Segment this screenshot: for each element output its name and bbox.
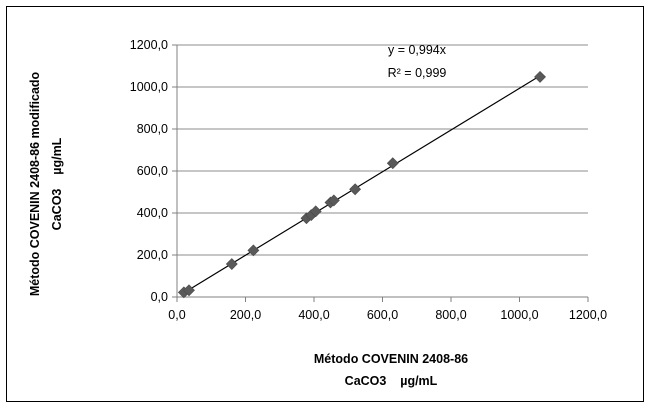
trendline-group	[183, 75, 541, 294]
x-tick-label: 200,0	[230, 308, 261, 322]
x-tick-label: 800,0	[435, 308, 466, 322]
data-point-marker	[309, 205, 322, 218]
chart-frame: 0,0 200,0 400,0 600,0 800,0 1000,0 1200,0 0,0 2…	[6, 6, 644, 402]
r-squared-label: R² = 0,999	[388, 66, 447, 80]
x-axis-title-line2: CaCO3 µg/mL	[345, 374, 438, 388]
data-point-marker	[183, 284, 195, 297]
y-tick-label: 400,0	[137, 206, 168, 220]
x-tick-label: 0,0	[168, 308, 185, 322]
equation-label: y = 0,994x	[388, 43, 447, 57]
y-axis-title-line2: CaCO3 µg/mL	[50, 137, 64, 230]
x-tick-label: 1000,0	[500, 308, 538, 322]
x-tick-label: 600,0	[367, 308, 398, 322]
trendline	[183, 75, 541, 294]
y-tick-label: 1200,0	[130, 38, 168, 52]
x-axis-title-line1: Método COVENIN 2408-86	[314, 352, 468, 366]
y-tick-label: 1000,0	[130, 80, 168, 94]
data-point-marker	[247, 244, 260, 257]
y-tick-labels: 0,0 200,0 400,0 600,0 800,0 1000,0 1200,0	[130, 38, 168, 304]
scatter-chart: 0,0 200,0 400,0 600,0 800,0 1000,0 1200,0 0,0 2…	[28, 38, 607, 388]
axes	[172, 44, 589, 302]
y-tick-label: 800,0	[137, 122, 168, 136]
data-point-marker	[534, 70, 546, 83]
x-tick-label: 400,0	[298, 308, 329, 322]
y-axis-title-line1: Método COVENIN 2408-86 modificado	[28, 71, 42, 296]
data-point-marker	[349, 183, 362, 196]
data-point-marker	[225, 258, 238, 270]
data-point-marker	[386, 157, 399, 170]
grid-lines	[177, 44, 588, 256]
x-tick-labels: 0,0 200,0 400,0 600,0 800,0 1000,0 1200,0	[168, 308, 607, 322]
data-points	[177, 70, 546, 299]
x-tick-label: 1200,0	[569, 308, 607, 322]
y-tick-label: 0,0	[151, 290, 168, 304]
y-tick-label: 200,0	[137, 248, 168, 262]
y-tick-label: 600,0	[137, 164, 168, 178]
data-point-marker	[327, 194, 340, 207]
